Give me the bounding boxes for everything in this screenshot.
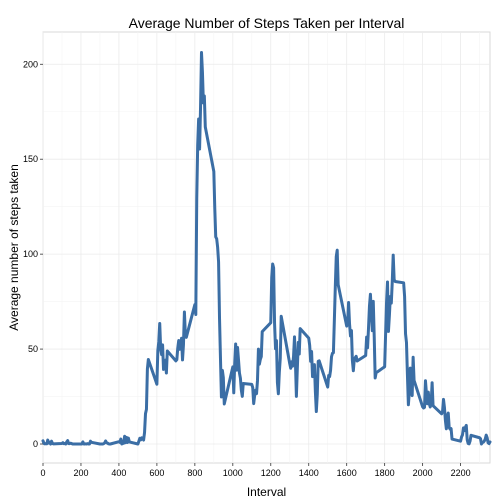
x-axis-ticks: 0 200 400 600 800 1000 1200 1400 1600 1800 2000 220… [40, 463, 471, 478]
y-axis-label: Average number of steps taken [7, 164, 21, 331]
x-tick-label: 600 [149, 468, 164, 478]
chart-title: Average Number of Steps Taken per Interv… [129, 15, 405, 31]
x-tick-label: 1800 [375, 468, 395, 478]
x-tick-label: 1000 [223, 468, 243, 478]
y-tick-label: 50 [28, 344, 38, 354]
y-tick-label: 200 [23, 59, 38, 69]
x-tick-label: 1600 [337, 468, 357, 478]
y-tick-label: 100 [23, 249, 38, 259]
series-layer [41, 51, 492, 446]
y-axis-ticks: 0 50 100 150 200 [23, 59, 43, 449]
x-tick-label: 2000 [413, 468, 433, 478]
x-tick-label: 800 [187, 468, 202, 478]
x-tick-label: 2200 [451, 468, 471, 478]
plot-panel [42, 31, 491, 464]
steps-series-line [41, 51, 492, 446]
x-tick-label: 1200 [261, 468, 281, 478]
y-tick-label: 0 [33, 439, 38, 449]
x-tick-label: 200 [73, 468, 88, 478]
x-tick-label: 0 [40, 468, 45, 478]
x-tick-label: 1400 [299, 468, 319, 478]
x-axis-label: Interval [247, 485, 286, 499]
y-tick-label: 150 [23, 154, 38, 164]
x-tick-label: 400 [111, 468, 126, 478]
